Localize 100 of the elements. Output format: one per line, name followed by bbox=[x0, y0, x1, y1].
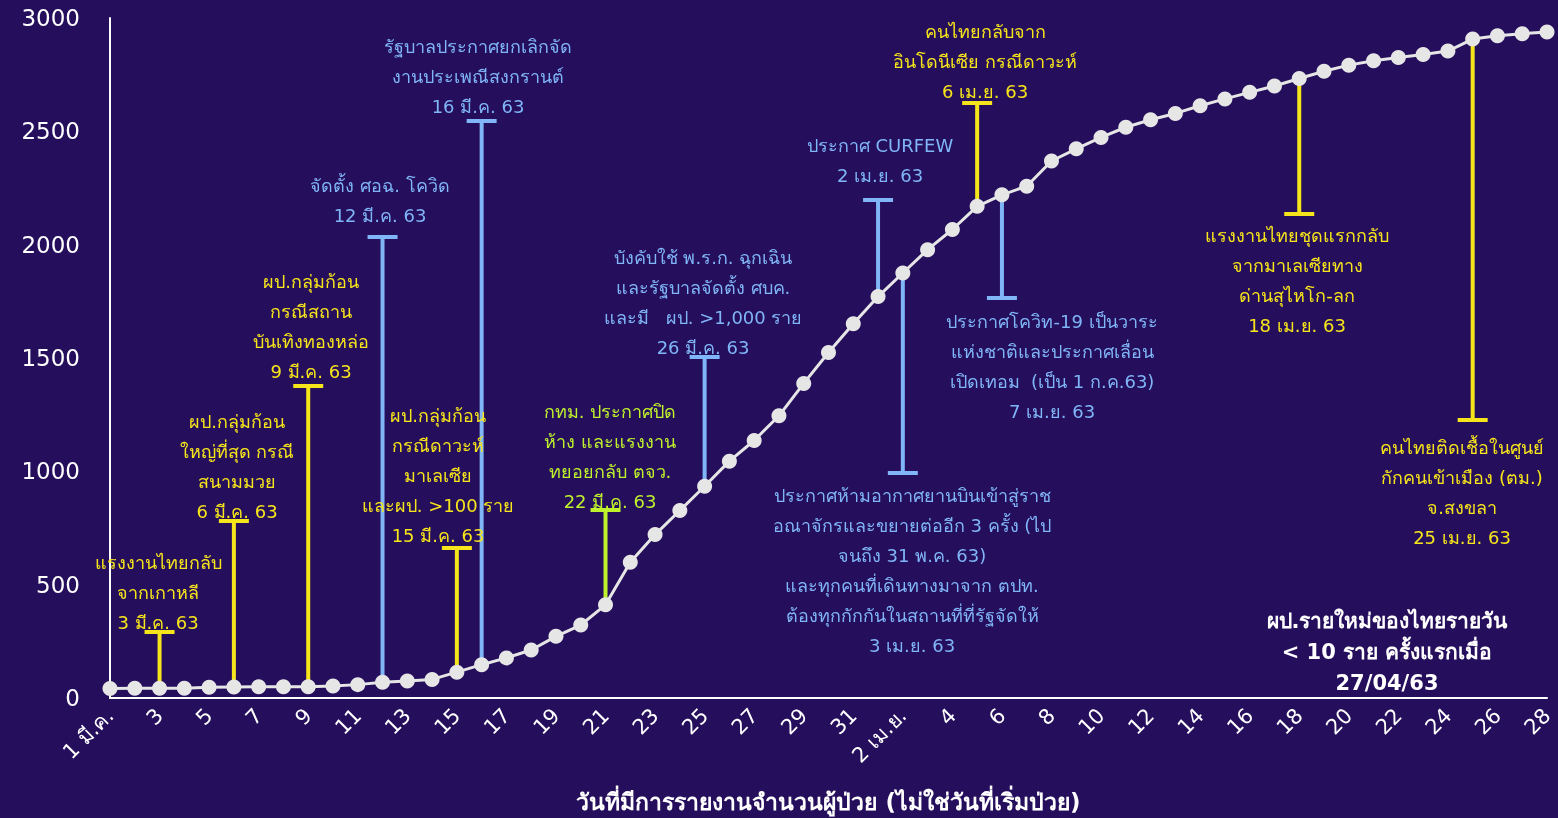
point bbox=[1291, 71, 1307, 87]
x-tick-label: 9 bbox=[290, 703, 317, 730]
point bbox=[1514, 26, 1530, 42]
x-tick-label: 11 bbox=[330, 703, 367, 740]
x-tick-label: 24 bbox=[1420, 703, 1457, 740]
point bbox=[746, 433, 762, 448]
x-tick-label: 25 bbox=[677, 703, 714, 740]
x-tick-label: 19 bbox=[528, 703, 565, 740]
y-tick-label: 3000 bbox=[21, 5, 80, 31]
x-tick-label: 5 bbox=[191, 703, 218, 730]
point bbox=[1415, 47, 1431, 62]
point bbox=[424, 671, 440, 687]
x-tick-label: 4 bbox=[934, 703, 961, 730]
x-tick-label: 10 bbox=[1073, 703, 1110, 740]
point bbox=[969, 198, 985, 214]
point bbox=[1118, 119, 1134, 135]
point bbox=[598, 597, 614, 613]
point bbox=[152, 680, 168, 696]
point bbox=[1366, 53, 1382, 69]
y-tick-label: 1000 bbox=[21, 458, 80, 485]
x-tick-label: 8 bbox=[1033, 703, 1060, 730]
point bbox=[449, 664, 465, 680]
annotation: กทม. ประกาศปิด ห้าง และแรงงาน ทยอยกลับ ตจว. 22 มี.ค. 63 bbox=[543, 400, 677, 512]
point bbox=[1019, 178, 1035, 194]
point bbox=[102, 680, 118, 696]
point bbox=[474, 657, 490, 673]
x-tick-label: 6 bbox=[984, 703, 1011, 730]
x-tick-label: 29 bbox=[776, 703, 813, 740]
point bbox=[1044, 153, 1059, 169]
annotation: คนไทยติดเชื้อในศูนย์ กักคนเข้าเมือง (ตม.) จ.สงขลา 25 เม.ย. 63 bbox=[1380, 434, 1544, 548]
x-tick-label: 31 bbox=[825, 703, 862, 740]
annotation: แรงงานไทยชุดแรกกลับ จากมาเลเซียทาง ด่านสุไหโก-ลก 18 เม.ย. 63 bbox=[1205, 224, 1389, 336]
point bbox=[201, 679, 217, 695]
point bbox=[350, 677, 366, 693]
point bbox=[226, 679, 242, 695]
annotation: คนไทยกลับจาก อินโดนีเซีย กรณีดาวะห์ 6 เม.ย. 63 bbox=[893, 20, 1077, 102]
annotation: ผป.รายใหม่ของไทยรายวัน < 10 ราย ครั้งแรกเมื่อ 27/04/63 bbox=[1266, 607, 1509, 695]
point bbox=[375, 674, 391, 690]
x-tick-label: 21 bbox=[578, 703, 614, 740]
annotation: ประกาศโควิท-19 เป็นวาระ แห่งชาติและประกาศเลื่อน เปิดเทอม (เป็น 1 ก.ค.63) 7 เม.ย. 63 bbox=[946, 309, 1158, 422]
point bbox=[1068, 141, 1084, 157]
point bbox=[251, 679, 267, 695]
point bbox=[870, 289, 886, 305]
x-tick-label: 18 bbox=[1271, 703, 1308, 740]
point bbox=[1465, 31, 1481, 47]
point bbox=[944, 221, 960, 237]
annotation: ประกาศ CURFEW 2 เม.ย. 63 bbox=[806, 134, 954, 186]
point bbox=[1341, 57, 1357, 73]
point bbox=[498, 650, 514, 666]
point bbox=[1143, 112, 1159, 128]
point bbox=[895, 265, 911, 281]
point bbox=[1167, 105, 1183, 121]
x-tick-label: 16 bbox=[1222, 703, 1259, 740]
point bbox=[1242, 84, 1258, 100]
point bbox=[325, 678, 341, 694]
x-tick-label: 26 bbox=[1470, 703, 1506, 740]
y-tick-label: 500 bbox=[36, 571, 80, 598]
point bbox=[275, 679, 291, 695]
point bbox=[1192, 98, 1208, 114]
annotation: ประกาศห้ามอากาศยานบินเข้าสู่ราช อณาจักรและขยายต่ออีก 3 ครั้ง (ไป จนถึง 31 พ.ค. 63) และทุกคนที่เดินทางมาจาก ตปท. ต้องทุกกักกันในสถานที่ที่รัฐจัดให้ 3 เม.ย. 63 bbox=[772, 484, 1052, 656]
x-tick-label: 22 bbox=[1370, 703, 1407, 740]
annotation: บังคับใช้ พ.ร.ก. ฉุกเฉิน และรัฐบาลจัดตั้ง ศบค. และมี ผป. >1,000 ราย 26 มี.ค. 63 bbox=[603, 246, 803, 358]
point bbox=[1489, 28, 1505, 44]
point bbox=[771, 408, 787, 424]
point bbox=[721, 453, 737, 469]
x-tick-label: 7 bbox=[240, 703, 268, 730]
x-tick-label: 12 bbox=[1123, 703, 1160, 740]
annotation: รัฐบาลประกาศยกเลิกจัด งานประเพณีสงกรานต์ 16 มี.ค. 63 bbox=[384, 35, 572, 117]
x-tick-label: 27 bbox=[726, 703, 763, 740]
point bbox=[796, 375, 812, 391]
annotation: ผป.กลุ่มก้อน ใหญ่ที่สุด กรณี สนามมวย 6 มี.ค. 63 bbox=[179, 410, 295, 522]
x-tick-label: 14 bbox=[1172, 703, 1209, 740]
point bbox=[672, 503, 688, 519]
point bbox=[300, 679, 316, 695]
point bbox=[127, 680, 143, 696]
point bbox=[845, 316, 861, 332]
x-tick-label: 28 bbox=[1519, 703, 1556, 740]
point bbox=[920, 242, 936, 258]
y-tick-label: 2000 bbox=[21, 231, 80, 258]
point bbox=[1316, 63, 1332, 79]
point bbox=[1390, 49, 1406, 65]
y-tick-label: 0 bbox=[65, 685, 80, 711]
annotation: ผป.กลุ่มก้อน กรณีสถาน บันเทิงทองหล่อ 9 มี.ค. 63 bbox=[253, 270, 369, 382]
point bbox=[647, 527, 663, 543]
y-tick-label: 2500 bbox=[21, 118, 80, 145]
point bbox=[1093, 129, 1109, 145]
y-tick-label: 1500 bbox=[21, 345, 80, 371]
x-tick-label: 15 bbox=[429, 703, 466, 740]
point bbox=[622, 554, 638, 570]
point bbox=[176, 680, 192, 696]
point bbox=[399, 673, 415, 689]
point bbox=[1217, 91, 1233, 107]
point bbox=[1440, 43, 1456, 59]
x-tick-label: 20 bbox=[1321, 703, 1358, 740]
x-tick-label: 17 bbox=[479, 703, 515, 740]
point bbox=[697, 478, 713, 494]
point bbox=[994, 187, 1010, 203]
x-tick-label: 3 bbox=[141, 703, 169, 730]
x-tick-label: 23 bbox=[627, 703, 664, 740]
point bbox=[1266, 78, 1282, 94]
